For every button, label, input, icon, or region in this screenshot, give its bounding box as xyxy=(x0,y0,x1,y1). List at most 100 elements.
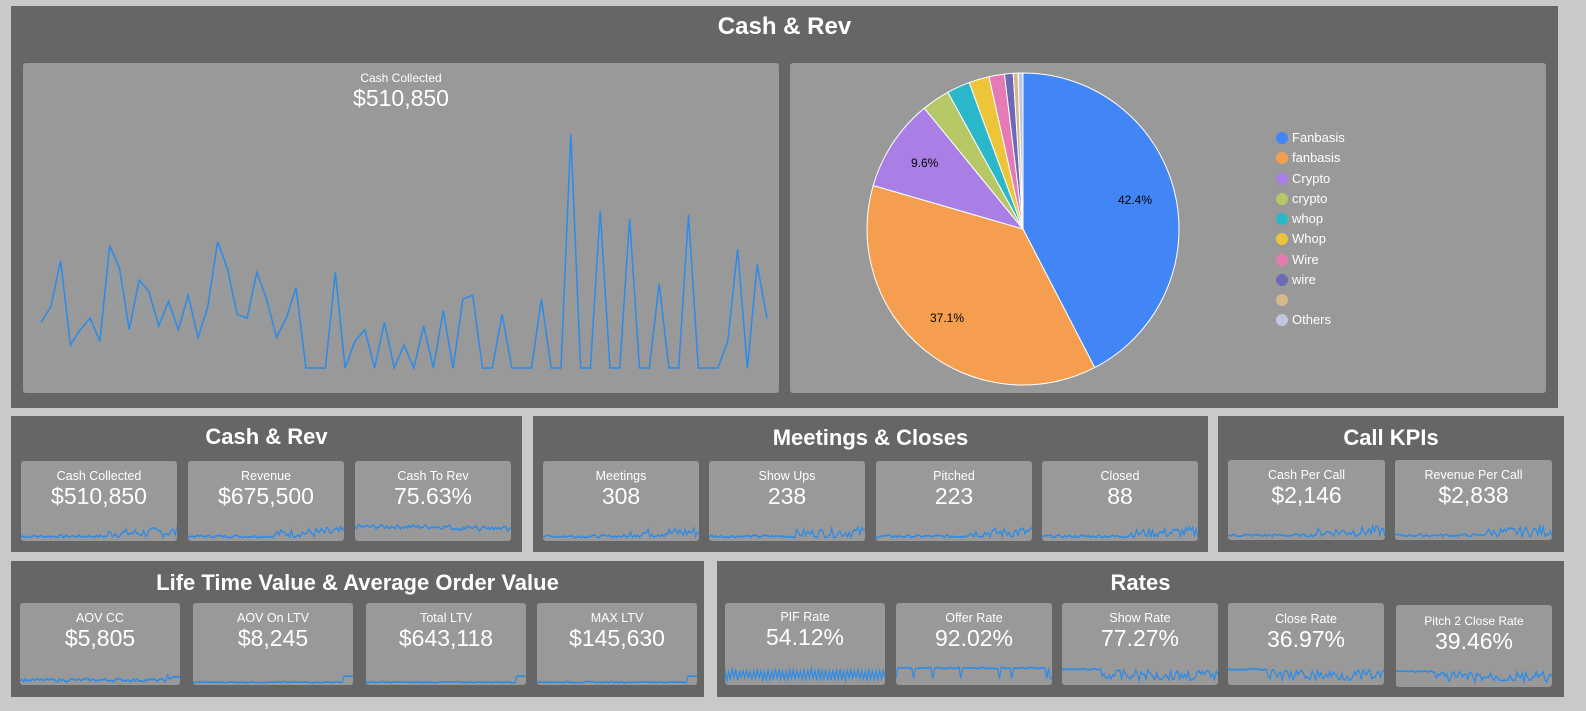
kpi-card-pitch-2-close-rate[interactable]: Pitch 2 Close Rate 39.46% xyxy=(1396,605,1552,687)
kpi-sparkline xyxy=(537,675,697,684)
kpi-sparkline xyxy=(876,526,1032,539)
kpi-sparkline xyxy=(896,666,1052,680)
kpi-sparkline xyxy=(543,525,699,539)
kpi-card-show-rate[interactable]: Show Rate 77.27% xyxy=(1062,603,1218,685)
kpi-value: $675,500 xyxy=(218,483,314,509)
kpi-label: Cash To Rev xyxy=(397,469,469,483)
kpi-value: 75.63% xyxy=(393,483,472,509)
cash-collected-line xyxy=(40,134,768,371)
kpi-sparkline xyxy=(1228,523,1385,539)
legend-swatch-icon xyxy=(1276,254,1288,266)
legend-swatch-icon xyxy=(1276,314,1288,326)
kpi-sparkline xyxy=(1042,525,1198,540)
kpi-card-cash-per-call[interactable]: Cash Per Call $2,146 xyxy=(1228,460,1385,540)
kpi-value: 77.27% xyxy=(1100,625,1179,651)
kpi-card-revenue[interactable]: Revenue $675,500 xyxy=(188,461,344,541)
pie-slice[interactable] xyxy=(1017,72,1024,230)
kpi-value: $5,805 xyxy=(64,625,136,651)
kpi-label: Cash Per Call xyxy=(1267,468,1346,482)
legend-swatch-icon xyxy=(1276,173,1288,185)
kpi-sparkline xyxy=(20,673,180,683)
kpi-card-cash-to-rev[interactable]: Cash To Rev 75.63% xyxy=(355,461,511,541)
kpi-card-close-rate[interactable]: Close Rate 36.97% xyxy=(1228,603,1384,685)
kpi-value: $2,146 xyxy=(1271,482,1342,508)
kpi-label: Closed xyxy=(1100,469,1140,483)
kpi-card-total-ltv[interactable]: Total LTV $643,118 xyxy=(366,603,526,685)
kpi-value: 36.97% xyxy=(1266,626,1345,652)
legend-swatch-icon xyxy=(1276,152,1288,164)
kpi-label: Show Ups xyxy=(758,469,816,483)
kpi-value: 88 xyxy=(1107,483,1133,509)
kpi-value: 223 xyxy=(934,483,974,509)
kpi-value: $510,850 xyxy=(51,483,147,509)
kpi-sparkline xyxy=(21,526,177,540)
chart-card-value: $510,850 xyxy=(353,85,449,111)
kpi-value: 238 xyxy=(767,483,807,509)
kpi-sparkline xyxy=(193,675,353,684)
kpi-value: 308 xyxy=(601,483,641,509)
pie-label-fanbasis-lower: 37.1% xyxy=(930,311,965,325)
kpi-label: Revenue Per Call xyxy=(1424,468,1523,482)
kpi-value: 39.46% xyxy=(1434,628,1513,654)
kpi-value: 92.02% xyxy=(934,625,1013,651)
kpi-value: $8,245 xyxy=(237,625,309,651)
chart-card-label: Cash Collected xyxy=(360,71,442,85)
kpi-card-closed[interactable]: Closed 88 xyxy=(1042,461,1198,541)
ltv-panel-title: Life Time Value & Average Order Value xyxy=(156,570,559,595)
kpi-sparkline xyxy=(355,523,511,533)
legend-swatch-icon xyxy=(1276,294,1288,306)
legend-swatch-icon xyxy=(1276,213,1288,225)
cash-collected-line-chart[interactable] xyxy=(23,63,779,393)
kpi-label: Pitch 2 Close Rate xyxy=(1424,614,1524,628)
kpi-value: 54.12% xyxy=(765,624,844,650)
kpi-label: Show Rate xyxy=(1109,611,1171,625)
kpi-value: $2,838 xyxy=(1438,482,1509,508)
kpi-sparkline xyxy=(188,524,344,539)
kpi-value: $145,630 xyxy=(569,625,665,651)
kpi-label: Cash Collected xyxy=(56,469,142,483)
kpi-label: AOV On LTV xyxy=(236,611,309,625)
cash-collected-chart-card[interactable]: Cash Collected $510,850 xyxy=(23,63,779,393)
kpi-card-aov-cc[interactable]: AOV CC $5,805 xyxy=(20,603,180,685)
kpi-sparkline xyxy=(725,665,885,684)
kpi-card-meetings[interactable]: Meetings 308 xyxy=(543,461,699,541)
legend-swatch-icon xyxy=(1276,193,1288,205)
kpi-card-max-ltv[interactable]: MAX LTV $145,630 xyxy=(537,603,697,685)
kpi-label: Meetings xyxy=(595,469,647,483)
legend-swatch-icon xyxy=(1276,233,1288,245)
meetings-panel-title: Meetings & Closes xyxy=(772,425,969,450)
kpi-card-revenue-per-call[interactable]: Revenue Per Call $2,838 xyxy=(1395,460,1552,540)
call-kpis-panel-title: Call KPIs xyxy=(1343,425,1439,450)
kpi-label: Total LTV xyxy=(420,611,472,625)
kpi-card-aov-on-ltv[interactable]: AOV On LTV $8,245 xyxy=(193,603,353,685)
cash-collected-area xyxy=(41,134,767,368)
kpi-label: Close Rate xyxy=(1275,612,1337,626)
pie-slice[interactable] xyxy=(866,184,1096,386)
pie-label-fanbasis: 42.4% xyxy=(1118,193,1153,207)
kpi-card-offer-rate[interactable]: Offer Rate 92.02% xyxy=(896,603,1052,685)
pie-slice[interactable] xyxy=(1022,72,1180,369)
cash-rev-panel-title: Cash & Rev xyxy=(205,424,328,449)
kpi-card-pif-rate[interactable]: PIF Rate 54.12% xyxy=(725,603,885,685)
kpi-label: MAX LTV xyxy=(590,611,644,625)
kpi-value: $643,118 xyxy=(398,625,494,651)
kpi-card-pitched[interactable]: Pitched 223 xyxy=(876,461,1032,541)
kpi-sparkline xyxy=(1395,523,1552,539)
rates-panel-title: Rates xyxy=(1110,570,1171,595)
kpi-label: AOV CC xyxy=(76,611,124,625)
kpi-label: Revenue xyxy=(240,469,292,483)
kpi-label: Offer Rate xyxy=(945,611,1003,625)
kpi-sparkline xyxy=(1228,667,1384,683)
payment-method-pie-chart[interactable] xyxy=(853,63,1193,393)
kpi-card-show-ups[interactable]: Show Ups 238 xyxy=(709,461,865,541)
legend-swatch-icon xyxy=(1276,274,1288,286)
top-panel-title: Cash & Rev xyxy=(717,13,852,40)
kpi-sparkline xyxy=(1396,669,1552,685)
kpi-card-cash-collected[interactable]: Cash Collected $510,850 xyxy=(21,461,177,541)
pie-slice[interactable] xyxy=(872,107,1025,230)
kpi-sparkline xyxy=(1062,667,1218,684)
kpi-label: PIF Rate xyxy=(780,610,830,624)
pie-label-crypto: 9.6% xyxy=(911,156,939,170)
kpi-sparkline xyxy=(366,675,526,684)
kpi-sparkline xyxy=(709,525,865,540)
